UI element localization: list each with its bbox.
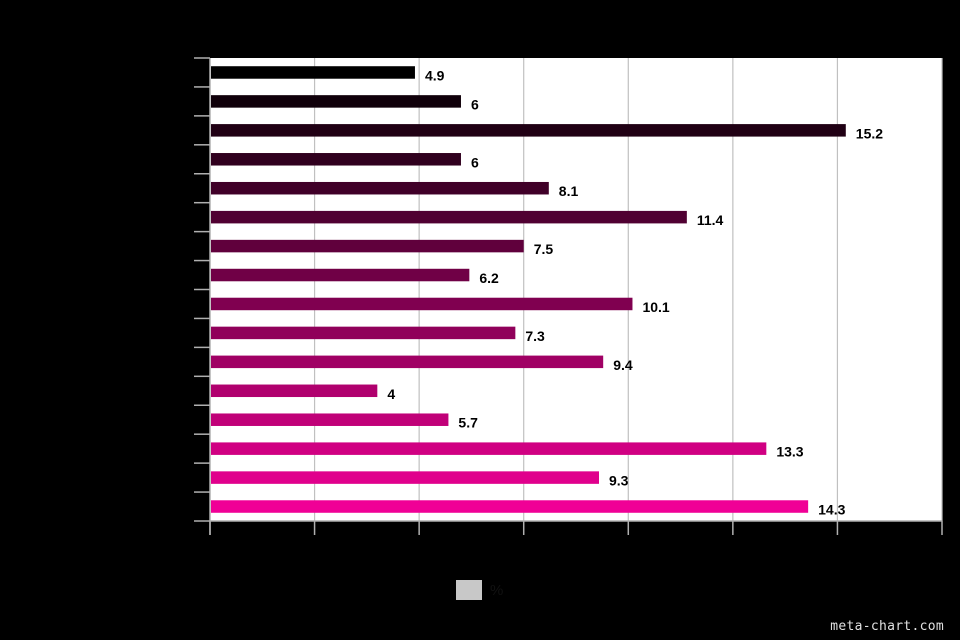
bar	[211, 153, 461, 166]
bar	[211, 124, 846, 137]
legend-label: %	[490, 581, 504, 599]
bar	[211, 297, 633, 311]
value-label: 13.3	[776, 444, 803, 460]
bar	[211, 210, 687, 224]
value-label: 9.4	[613, 357, 633, 373]
axes	[194, 57, 943, 535]
value-label: 4	[387, 386, 395, 402]
bar	[211, 326, 516, 340]
value-label: 11.4	[697, 212, 724, 228]
value-label: 7.3	[525, 328, 545, 344]
bar	[211, 355, 604, 369]
value-label: 6.2	[479, 270, 499, 286]
bar	[211, 413, 449, 426]
bar	[211, 66, 415, 79]
value-label: 6	[471, 154, 479, 170]
bar	[211, 268, 470, 282]
watermark: meta-chart.com	[830, 619, 944, 634]
bar	[211, 500, 809, 513]
value-label: 6	[471, 96, 479, 112]
bar	[211, 442, 767, 455]
bar	[211, 384, 378, 398]
value-label: 5.7	[458, 415, 478, 431]
value-label: 14.3	[818, 502, 845, 518]
bar	[211, 181, 549, 195]
value-label: 8.1	[559, 183, 579, 199]
bar	[211, 239, 524, 253]
bars	[211, 66, 846, 513]
value-label: 4.9	[425, 67, 445, 83]
bar	[211, 95, 461, 108]
value-label: 9.3	[609, 473, 629, 489]
legend-swatch	[456, 580, 482, 600]
value-label: 15.2	[856, 125, 883, 141]
value-label: 10.1	[642, 299, 669, 315]
value-label: 7.5	[534, 241, 554, 257]
legend: %	[456, 580, 503, 600]
bar	[211, 471, 600, 484]
value-labels: 4.9 6 15.2 6 8.1 11.4 7.5 6.2 10.1 7.3 9.4 4 5.7 13.3…	[387, 67, 883, 517]
